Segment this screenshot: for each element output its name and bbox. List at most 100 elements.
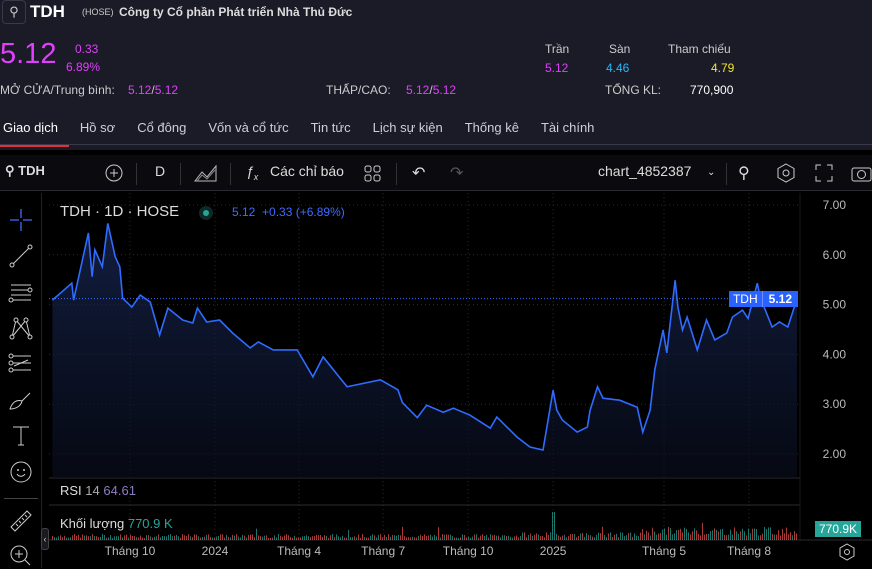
exchange: (HOSE) <box>82 7 114 17</box>
volume-bar <box>492 535 493 540</box>
volume-bar <box>214 537 215 540</box>
volume-bar <box>154 536 155 540</box>
compare-add-icon[interactable] <box>104 163 124 183</box>
volume-bar <box>552 512 553 540</box>
search-button[interactable]: ⚲ <box>2 0 26 24</box>
camera-icon[interactable] <box>851 164 872 182</box>
tab-ho-so[interactable]: Hồ sơ <box>79 120 116 135</box>
volume-bar <box>370 535 371 540</box>
volume-bar <box>92 534 93 540</box>
volume-bar <box>792 535 793 540</box>
volume-bar <box>326 536 327 540</box>
volume-bar <box>598 532 599 540</box>
volume-bar <box>180 537 181 540</box>
volume-bar <box>544 537 545 540</box>
volume-bar <box>670 528 671 540</box>
quick-search-icon[interactable]: ⚲ <box>738 165 750 182</box>
volume-bar <box>790 532 791 540</box>
volume-bar <box>156 536 157 540</box>
tab-giao-dich[interactable]: Giao dịch <box>0 116 69 147</box>
volume-bar <box>600 533 601 540</box>
volume-bar <box>570 533 571 540</box>
y-tick-label: 7.00 <box>823 198 847 212</box>
volume-bar <box>726 535 727 540</box>
volume-bar <box>730 529 731 540</box>
volume-bar <box>718 531 719 540</box>
undo-icon[interactable]: ↶ <box>412 165 426 182</box>
volume-bar <box>476 534 477 540</box>
x-tick-label: 2025 <box>540 544 567 558</box>
volume-bar <box>70 537 71 540</box>
settings-icon[interactable] <box>776 163 796 183</box>
redo-icon[interactable]: ↷ <box>450 165 464 182</box>
volume-bar <box>430 534 431 540</box>
volume-bar <box>90 536 91 540</box>
volume-bar <box>696 530 697 540</box>
floor-label: Sàn <box>609 42 631 56</box>
volume-bar <box>748 528 749 540</box>
chart-type-area-icon[interactable] <box>194 164 218 182</box>
volume-bar <box>292 537 293 540</box>
volume-bar <box>580 533 581 540</box>
volume-bar <box>406 537 407 540</box>
tab-tai-chinh[interactable]: Tài chính <box>540 120 595 135</box>
volume-bar <box>62 537 63 540</box>
volume-bar <box>778 530 779 540</box>
volume-bar <box>740 531 741 540</box>
horizontal-lines-icon[interactable] <box>8 279 34 305</box>
tab-tin-tuc[interactable]: Tin tức <box>310 120 351 135</box>
volume-bar <box>394 535 395 540</box>
text-icon[interactable] <box>8 423 34 449</box>
volume-bar <box>678 529 679 540</box>
volume-bar <box>468 536 469 540</box>
brush-icon[interactable] <box>8 387 34 413</box>
volume-bar <box>306 535 307 540</box>
tab-co-dong[interactable]: Cổ đông <box>137 120 187 135</box>
volume-bar <box>716 529 717 540</box>
pattern-icon[interactable] <box>8 315 34 341</box>
volume-bar <box>464 534 465 540</box>
volume-bar <box>548 534 549 540</box>
price-line <box>51 223 798 451</box>
volume-bar <box>720 529 721 540</box>
tab-divider <box>0 144 872 145</box>
fib-icon[interactable] <box>8 351 34 377</box>
volume-bar <box>658 533 659 540</box>
volume-bar <box>246 537 247 540</box>
indicators-button[interactable]: Các chỉ báo <box>270 163 344 179</box>
interval-button[interactable]: D <box>155 163 166 179</box>
volume-bar <box>60 535 61 540</box>
tab-lich-su-kien[interactable]: Lịch sự kiện <box>372 120 443 135</box>
fullscreen-icon[interactable] <box>815 164 833 182</box>
volume-bar <box>438 527 439 540</box>
volume-bar <box>686 528 687 540</box>
emoji-icon[interactable] <box>8 459 34 485</box>
crosshair-icon[interactable] <box>8 207 34 233</box>
tab-von-co-tuc[interactable]: Vốn và cổ tức <box>208 120 289 135</box>
tab-thong-ke[interactable]: Thống kê <box>464 120 519 135</box>
volume-bar <box>402 526 403 540</box>
volume-bar <box>294 535 295 540</box>
symbol-search-button[interactable]: ⚲ TDH <box>5 163 45 179</box>
volume-bar <box>204 536 205 540</box>
volume-bar <box>206 535 207 540</box>
rsi-period: 14 <box>85 483 100 498</box>
trend-line-icon[interactable] <box>8 243 34 269</box>
chevron-down-icon[interactable]: ⌄ <box>707 167 716 178</box>
axis-settings-icon[interactable] <box>838 543 856 561</box>
ruler-icon[interactable] <box>8 508 34 534</box>
x-tick-label: Tháng 8 <box>727 544 771 558</box>
templates-grid-icon[interactable] <box>364 165 382 183</box>
volume-bar <box>186 535 187 540</box>
y-tick-label: 3.00 <box>823 397 847 411</box>
collapse-toolbar-button[interactable]: ‹ <box>41 528 49 550</box>
volume-bar <box>376 537 377 540</box>
volume-bar <box>498 535 499 540</box>
ceiling-label: Trần <box>545 42 570 56</box>
volume-bar <box>54 537 55 540</box>
zoom-in-icon[interactable] <box>8 543 34 569</box>
volume-bar <box>164 536 165 540</box>
volume-bar <box>348 529 349 540</box>
layout-name-button[interactable]: chart_4852387 <box>598 163 692 179</box>
